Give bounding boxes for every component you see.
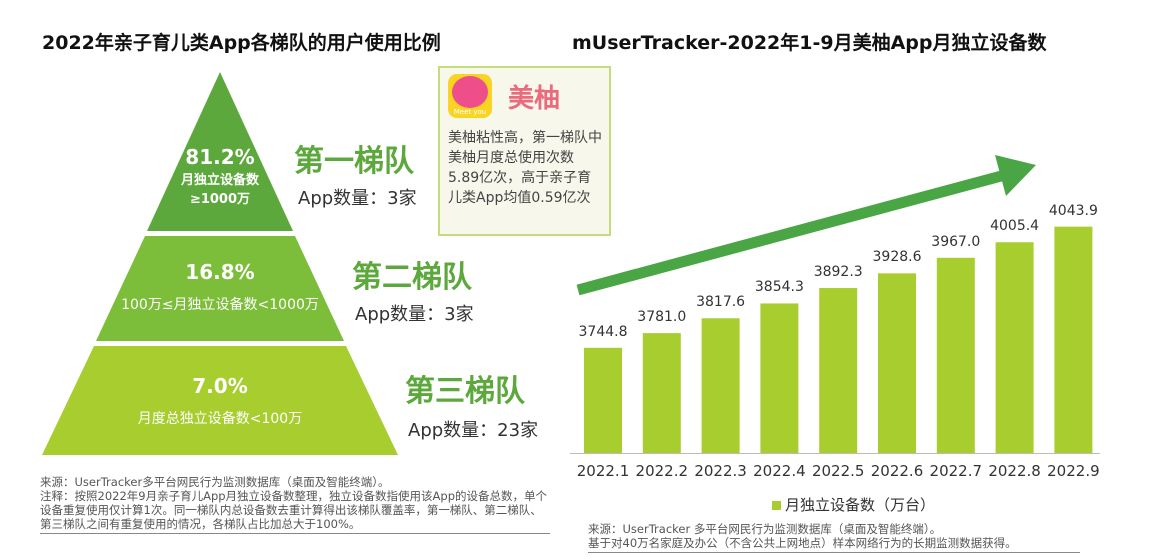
tier-3-desc: 月度总独立设备数<100万 bbox=[137, 411, 303, 427]
x-tick-label: 2022.6 bbox=[870, 462, 924, 480]
bar-2022.6 bbox=[878, 273, 916, 453]
bar-2022.5 bbox=[819, 288, 858, 453]
tier-1-pct: 81.2% bbox=[185, 145, 255, 169]
trend-arrow-shaft bbox=[576, 169, 1007, 296]
legend-label: 月独立设备数（万台） bbox=[785, 496, 936, 514]
tier-1-text: 81.2% 月独立设备数 ≥1000万 bbox=[150, 145, 290, 207]
tier-2-pct: 16.8% bbox=[185, 260, 255, 284]
right-source-line-2: 基于对40万名家庭及办公（不含公共上网地点）样本网络行为的长期监测数据获得。 bbox=[588, 536, 1017, 550]
x-tick-label: 2022.4 bbox=[753, 462, 806, 480]
pyramid bbox=[42, 72, 398, 455]
tier-3-count: App数量：23家 bbox=[408, 420, 539, 441]
x-tick-label: 2022.7 bbox=[929, 462, 983, 480]
tier-2-shape bbox=[96, 236, 344, 341]
data-label: 3781.0 bbox=[637, 309, 687, 326]
data-label: 3817.6 bbox=[696, 294, 746, 311]
left-source: 来源：UserTracker多平台网民行为监测数据库（桌面及智能终端）。 注释：… bbox=[40, 475, 550, 534]
bar-2022.8 bbox=[995, 242, 1034, 453]
bar-2022.4 bbox=[760, 303, 799, 453]
tier-2-text: 16.8% 100万≤月独立设备数<1000万 bbox=[100, 260, 340, 314]
tier-1-shape bbox=[147, 72, 293, 231]
bar-2022.3 bbox=[701, 318, 740, 453]
bar-2022.9 bbox=[1054, 226, 1093, 453]
tier-3-label: 第三梯队 bbox=[405, 374, 525, 409]
right-source: 来源：UserTracker 多平台网民行为监测数据库（桌面及智能终端）。 基于… bbox=[588, 522, 1080, 553]
x-tick-label: 2022.2 bbox=[635, 462, 689, 480]
data-label: 3928.6 bbox=[872, 249, 922, 266]
trend-arrow-head bbox=[995, 155, 1036, 196]
data-label: 4005.4 bbox=[990, 218, 1040, 235]
legend-swatch bbox=[772, 501, 781, 510]
left-title: 2022年亲子育儿类App各梯队的用户使用比例 bbox=[42, 32, 441, 54]
x-tick-label: 2022.3 bbox=[694, 462, 747, 480]
tier-1-desc: 月独立设备数 bbox=[180, 173, 259, 188]
tier-1-desc2: ≥1000万 bbox=[189, 192, 251, 207]
tier-2-label: 第二梯队 bbox=[352, 260, 472, 295]
data-label: 3744.8 bbox=[578, 323, 628, 340]
x-tick-label: 2022.8 bbox=[988, 462, 1041, 480]
callout-text: 美柚粘性高，第一梯队中美柚月度总使用次数5.89亿次，高于亲子育儿类App均值0… bbox=[448, 130, 602, 206]
left-note: 注释：按照2022年9月亲子育儿App月独立设备数整理，独立设备数指使用该App… bbox=[40, 489, 548, 531]
tier-3-text: 7.0% 月度总独立设备数<100万 bbox=[100, 374, 340, 428]
bar-2022.7 bbox=[936, 257, 975, 453]
app-name: 美柚 bbox=[508, 84, 561, 114]
right-source-line-1: 来源：UserTracker 多平台网民行为监测数据库（桌面及智能终端）。 bbox=[588, 522, 942, 536]
bar-2022.2 bbox=[642, 333, 681, 453]
tier-3-pct: 7.0% bbox=[192, 374, 248, 398]
x-tick-label: 2022.1 bbox=[576, 462, 630, 480]
bar-chart bbox=[570, 155, 1100, 454]
tier-2-desc: 100万≤月独立设备数<1000万 bbox=[121, 297, 319, 313]
tier-1-count: App数量：3家 bbox=[298, 188, 417, 209]
data-label: 3967.0 bbox=[931, 233, 981, 250]
left-source-line: 来源：UserTracker多平台网民行为监测数据库（桌面及智能终端）。 bbox=[40, 475, 390, 489]
bar-2022.1 bbox=[584, 347, 622, 453]
legend: 月独立设备数（万台） bbox=[772, 494, 935, 515]
logo-text: Meet you bbox=[453, 108, 487, 116]
tier-1-label: 第一梯队 bbox=[294, 144, 414, 179]
meiyou-logo: Meet you bbox=[448, 74, 492, 118]
x-tick-label: 2022.5 bbox=[811, 462, 865, 480]
data-label: 3854.3 bbox=[754, 279, 804, 296]
data-label: 3892.3 bbox=[813, 264, 863, 281]
data-label: 4043.9 bbox=[1048, 202, 1098, 219]
tier-2-count: App数量：3家 bbox=[355, 304, 474, 325]
chart-title: mUserTracker-2022年1-9月美柚App月独立设备数 bbox=[572, 32, 1047, 54]
tier-3-shape bbox=[42, 346, 398, 455]
x-tick-label: 2022.9 bbox=[1047, 462, 1100, 480]
meiyou-callout: Meet you 美柚 美柚粘性高，第一梯队中美柚月度总使用次数5.89亿次，高… bbox=[438, 66, 611, 236]
